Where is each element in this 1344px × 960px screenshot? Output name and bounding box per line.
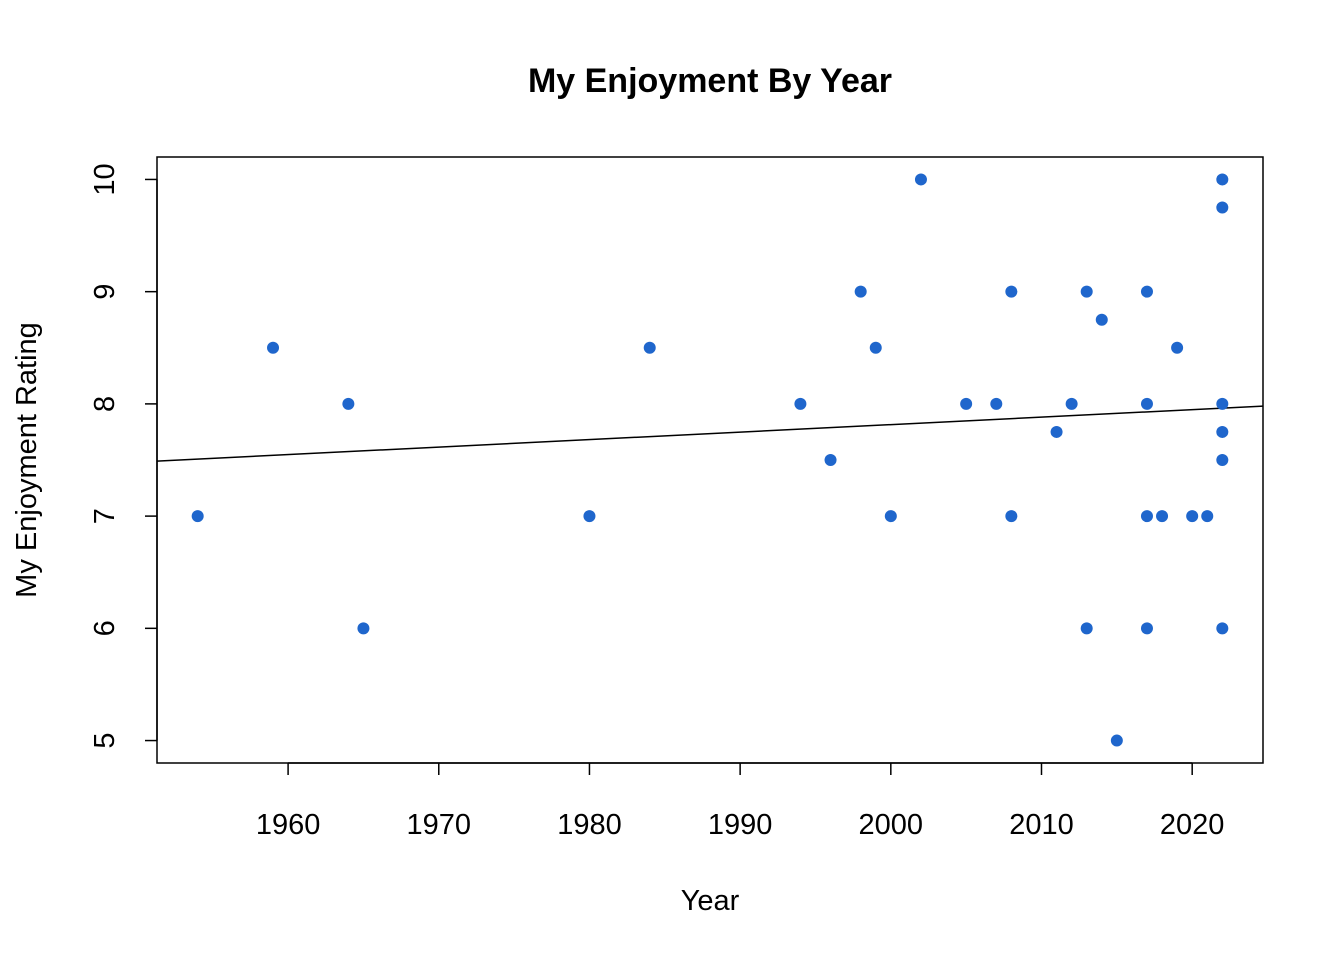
x-axis-label: Year	[681, 885, 740, 917]
data-point	[1156, 510, 1169, 523]
x-tick-label: 2000	[859, 809, 924, 841]
data-point	[267, 341, 280, 354]
y-tick-label: 9	[89, 284, 121, 300]
x-axis: 1960 1970 1980 1990 2000 2010 2020	[256, 762, 1225, 841]
data-point	[1110, 734, 1123, 747]
data-point	[1080, 622, 1093, 635]
data-point	[1201, 510, 1214, 523]
data-point	[1140, 285, 1153, 298]
data-point	[1186, 510, 1199, 523]
data-point	[1216, 454, 1229, 466]
y-tick-label: 8	[89, 396, 121, 412]
data-point	[1140, 397, 1153, 410]
x-tick-label: 1990	[708, 809, 773, 841]
y-tick-label: 10	[89, 163, 121, 195]
data-point	[854, 285, 867, 298]
data-point	[1095, 313, 1108, 326]
data-point	[1216, 201, 1229, 214]
chart-title: My Enjoyment By Year	[528, 62, 892, 100]
data-point	[1171, 341, 1184, 354]
data-point	[794, 397, 807, 410]
data-point	[643, 341, 656, 354]
data-point	[1216, 173, 1229, 186]
data-points	[191, 173, 1229, 747]
data-point	[960, 397, 973, 410]
y-axis: 5 6 7 8 9 10	[89, 163, 158, 749]
data-point	[1050, 425, 1063, 438]
data-point	[1140, 510, 1153, 523]
data-point	[869, 341, 882, 354]
y-tick-label: 7	[89, 508, 121, 524]
data-point	[884, 510, 897, 523]
data-point	[1140, 622, 1153, 635]
data-point	[357, 622, 370, 635]
data-point	[1065, 397, 1078, 410]
data-point	[342, 397, 355, 410]
data-point	[1005, 285, 1018, 298]
x-tick-label: 2010	[1009, 809, 1074, 841]
data-point	[914, 173, 927, 186]
x-tick-label: 1980	[557, 809, 622, 841]
data-point	[1216, 622, 1229, 635]
trend-line	[156, 405, 1264, 462]
x-tick-label: 1960	[256, 809, 321, 841]
data-point	[824, 454, 837, 466]
data-point	[1216, 425, 1229, 438]
y-tick-label: 5	[89, 732, 121, 748]
data-point	[1216, 397, 1229, 410]
y-tick-label: 6	[89, 620, 121, 636]
data-point	[583, 510, 596, 523]
x-tick-label: 2020	[1160, 809, 1225, 841]
data-point	[191, 510, 204, 523]
data-point	[1005, 510, 1018, 523]
plot-area	[156, 156, 1264, 764]
data-point	[1080, 285, 1093, 298]
x-tick-label: 1970	[407, 809, 472, 841]
y-axis-label: My Enjoyment Rating	[11, 322, 43, 598]
data-point	[990, 397, 1003, 410]
